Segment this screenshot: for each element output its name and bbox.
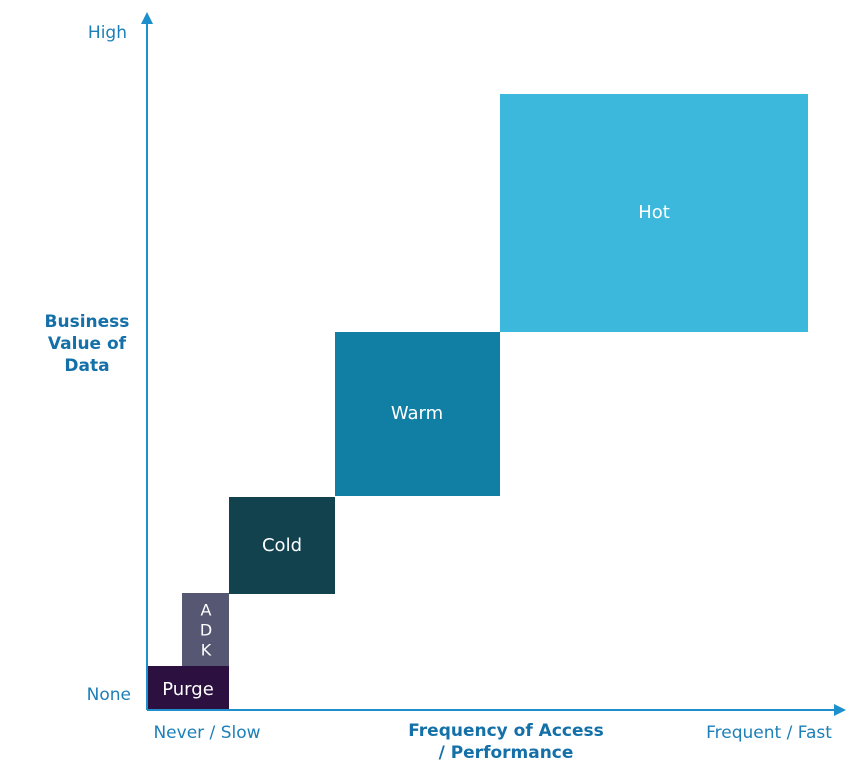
- adk-letter: D: [200, 621, 212, 640]
- y-high: High: [88, 23, 127, 43]
- y-arrow: [141, 12, 153, 24]
- hot-box: [500, 94, 808, 332]
- cold-label: Cold: [262, 535, 302, 556]
- adk-letter: K: [201, 641, 212, 660]
- adk-box: [182, 593, 229, 666]
- y-title: Value of: [48, 334, 127, 354]
- warm-box: [335, 332, 500, 496]
- hot-label: Hot: [638, 202, 670, 223]
- x-high: Frequent / Fast: [706, 723, 832, 743]
- x-title: Frequency of Access: [408, 721, 604, 741]
- adk-letter: A: [201, 601, 212, 620]
- y-low: None: [87, 685, 131, 705]
- warm-label: Warm: [391, 403, 443, 424]
- cold-box: [229, 497, 335, 594]
- x-arrow: [834, 704, 846, 716]
- y-title: Data: [64, 356, 109, 376]
- purge-label: Purge: [162, 679, 214, 700]
- purge-box: [147, 666, 229, 710]
- y-title: Business: [45, 312, 130, 332]
- x-low: Never / Slow: [153, 723, 260, 743]
- x-title: / Performance: [439, 743, 574, 763]
